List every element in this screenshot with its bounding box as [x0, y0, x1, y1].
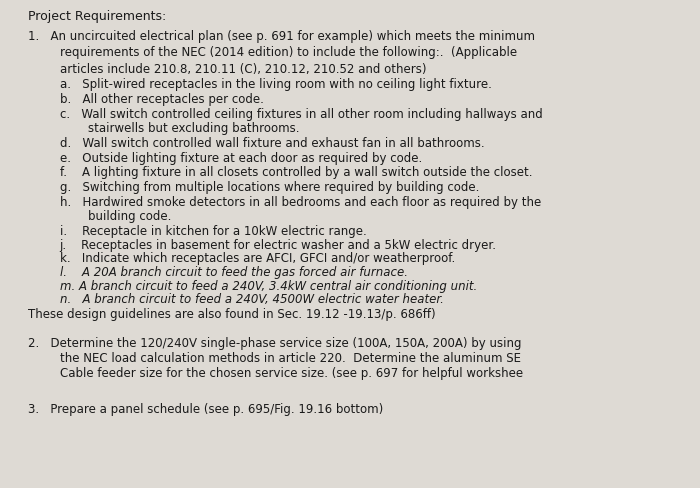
Text: l.    A 20A branch circuit to feed the gas forced air furnace.: l. A 20A branch circuit to feed the gas …	[60, 265, 407, 279]
Text: n.   A branch circuit to feed a 240V, 4500W electric water heater.: n. A branch circuit to feed a 240V, 4500…	[60, 293, 443, 306]
Text: a.   Split-wired receptacles in the living room with no ceiling light fixture.: a. Split-wired receptacles in the living…	[60, 78, 491, 91]
Text: k.   Indicate which receptacles are AFCI, GFCI and/or weatherproof.: k. Indicate which receptacles are AFCI, …	[60, 252, 455, 265]
Text: These design guidelines are also found in Sec. 19.12 -19.13/p. 686ff): These design guidelines are also found i…	[28, 307, 435, 321]
Text: i.    Receptacle in kitchen for a 10kW electric range.: i. Receptacle in kitchen for a 10kW elec…	[60, 224, 366, 238]
Text: stairwells but excluding bathrooms.: stairwells but excluding bathrooms.	[88, 122, 299, 135]
Text: j.    Receptacles in basement for electric washer and a 5kW electric dryer.: j. Receptacles in basement for electric …	[60, 238, 496, 251]
Text: the NEC load calculation methods in article 220.  Determine the aluminum SE: the NEC load calculation methods in arti…	[60, 351, 521, 365]
Text: b.   All other receptacles per code.: b. All other receptacles per code.	[60, 93, 263, 106]
Text: e.   Outside lighting fixture at each door as required by code.: e. Outside lighting fixture at each door…	[60, 151, 421, 164]
Text: 2.   Determine the 120/240V single-phase service size (100A, 150A, 200A) by usin: 2. Determine the 120/240V single-phase s…	[28, 337, 522, 350]
Text: d.   Wall switch controlled wall fixture and exhaust fan in all bathrooms.: d. Wall switch controlled wall fixture a…	[60, 137, 484, 150]
Text: Cable feeder size for the chosen service size. (see p. 697 for helpful workshee: Cable feeder size for the chosen service…	[60, 366, 523, 379]
Text: g.   Switching from multiple locations where required by building code.: g. Switching from multiple locations whe…	[60, 181, 479, 194]
Text: 3.   Prepare a panel schedule (see p. 695/Fig. 19.16 bottom): 3. Prepare a panel schedule (see p. 695/…	[28, 403, 384, 416]
Text: building code.: building code.	[88, 210, 171, 223]
Text: 1.   An uncircuited electrical plan (see p. 691 for example) which meets the min: 1. An uncircuited electrical plan (see p…	[28, 30, 535, 43]
Text: c.   Wall switch controlled ceiling fixtures in all other room including hallway: c. Wall switch controlled ceiling fixtur…	[60, 107, 543, 121]
Text: h.   Hardwired smoke detectors in all bedrooms and each floor as required by the: h. Hardwired smoke detectors in all bedr…	[60, 195, 540, 208]
Text: requirements of the NEC (2014 edition) to include the following:.  (Applicable: requirements of the NEC (2014 edition) t…	[60, 46, 517, 60]
Text: articles include 210.8, 210.11 (C), 210.12, 210.52 and others): articles include 210.8, 210.11 (C), 210.…	[60, 62, 426, 76]
Text: Project Requirements:: Project Requirements:	[28, 10, 167, 23]
Text: f.    A lighting fixture in all closets controlled by a wall switch outside the : f. A lighting fixture in all closets con…	[60, 166, 532, 179]
Text: m. A branch circuit to feed a 240V, 3.4kW central air conditioning unit.: m. A branch circuit to feed a 240V, 3.4k…	[60, 279, 477, 292]
